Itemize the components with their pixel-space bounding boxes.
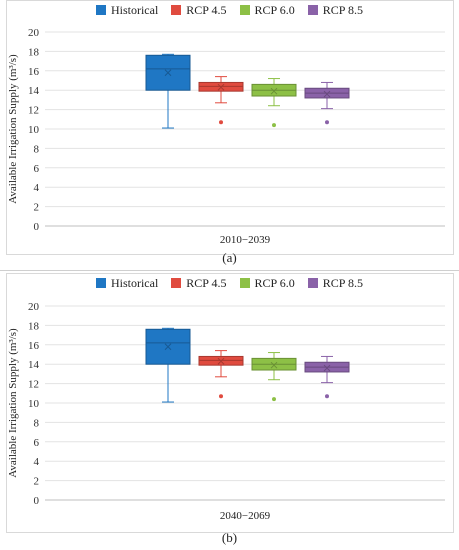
legend-label: RCP 4.5 (186, 3, 227, 17)
mean-marker (323, 90, 331, 98)
legend-item: RCP 8.5 (307, 276, 364, 291)
box-plot-b: 0 2 4 6 8 10 12 14 16 18 20 Available Irrigation Su… (7, 301, 445, 522)
y-tick-label: 6 (34, 437, 40, 449)
legend-label: Historical (110, 3, 159, 17)
y-tick-label: 18 (28, 320, 40, 332)
legend-swatch (171, 5, 182, 15)
outlier-point (325, 394, 329, 399)
divider (0, 270, 459, 271)
y-tick-label: 0 (34, 221, 40, 233)
legend-label: RCP 6.0 (254, 3, 295, 17)
y-tick-label: 2 (34, 202, 40, 214)
legend-swatch (307, 278, 318, 288)
x-axis-label: 2040−2069 (220, 510, 271, 522)
y-axis-label: Available Irrigation Supply (m³/s) (7, 328, 19, 478)
y-tick-label: 14 (28, 85, 40, 97)
legend-item: Historical (95, 3, 159, 18)
mean-marker (217, 357, 225, 365)
y-tick-label: 2 (34, 476, 40, 488)
y-tick-label: 6 (34, 163, 40, 175)
y-tick-label: 10 (28, 398, 40, 410)
legend-label: Historical (110, 276, 159, 290)
figure-caption-a: (a) (222, 250, 237, 265)
chart-frame (6, 273, 454, 533)
legend-swatch (239, 5, 250, 15)
legend-item: RCP 6.0 (239, 276, 295, 291)
legend-label: RCP 8.5 (322, 276, 364, 290)
box-rcp-8-5 (304, 81, 350, 125)
figure-caption-b: (b) (221, 530, 238, 545)
legend-swatch (95, 5, 106, 15)
legend: Historical RCP 4.5 RCP 6.0 RCP 8.5 (0, 3, 459, 18)
chart-frame (6, 0, 454, 255)
legend-item: Historical (95, 276, 159, 291)
outlier-point (272, 397, 276, 402)
y-tick-label: 14 (28, 359, 40, 371)
y-tick-label: 8 (34, 417, 40, 429)
legend-swatch (307, 5, 318, 15)
outlier-point (325, 120, 329, 125)
legend-item: RCP 4.5 (171, 3, 227, 18)
mean-marker (270, 87, 278, 95)
y-tick-label: 20 (28, 27, 40, 39)
legend-item: RCP 4.5 (171, 276, 227, 291)
legend-swatch (239, 278, 250, 288)
y-tick-label: 10 (28, 124, 40, 136)
legend-label: RCP 4.5 (186, 276, 227, 290)
box-rcp-6-0 (251, 78, 297, 128)
chart-panel-b: Historical RCP 4.5 RCP 6.0 RCP 8.5 0 2 4 6 8… (0, 273, 459, 550)
mean-marker (164, 343, 172, 351)
box-historical (145, 53, 191, 129)
box-plot-a: 0 2 4 6 8 10 12 14 16 18 20 Available Irrigation Su… (7, 27, 445, 246)
box-historical (145, 327, 191, 403)
chart-panel-a: Historical RCP 4.5 RCP 6.0 RCP 8.5 0 2 4 6 8… (0, 0, 459, 270)
y-tick-label: 8 (34, 143, 40, 155)
box-rcp-4-5 (198, 76, 244, 125)
mean-marker (217, 83, 225, 91)
legend-label: RCP 6.0 (254, 276, 295, 290)
y-axis-label: Available Irrigation Supply (m³/s) (7, 54, 19, 204)
box-rcp-8-5 (304, 355, 350, 399)
outlier-point (219, 394, 223, 399)
y-tick-label: 12 (28, 379, 39, 391)
y-tick-label: 16 (28, 340, 40, 352)
legend-item: RCP 8.5 (307, 3, 364, 18)
box-rcp-4-5 (198, 350, 244, 399)
y-tick-label: 4 (34, 182, 40, 194)
mean-marker (164, 69, 172, 77)
legend-label: RCP 8.5 (322, 3, 364, 17)
legend: Historical RCP 4.5 RCP 6.0 RCP 8.5 (0, 276, 459, 291)
legend-item: RCP 6.0 (239, 3, 295, 18)
y-tick-label: 20 (28, 301, 40, 313)
y-tick-label: 12 (28, 105, 39, 117)
y-tick-label: 16 (28, 66, 40, 78)
mean-marker (270, 361, 278, 369)
outlier-point (272, 123, 276, 128)
x-axis-label: 2010−2039 (220, 234, 271, 246)
legend-swatch (95, 278, 106, 288)
y-tick-label: 0 (34, 495, 40, 507)
mean-marker (323, 364, 331, 372)
y-tick-label: 4 (34, 456, 40, 468)
box-rcp-6-0 (251, 352, 297, 402)
y-tick-label: 18 (28, 46, 40, 58)
legend-swatch (171, 278, 182, 288)
outlier-point (219, 120, 223, 125)
